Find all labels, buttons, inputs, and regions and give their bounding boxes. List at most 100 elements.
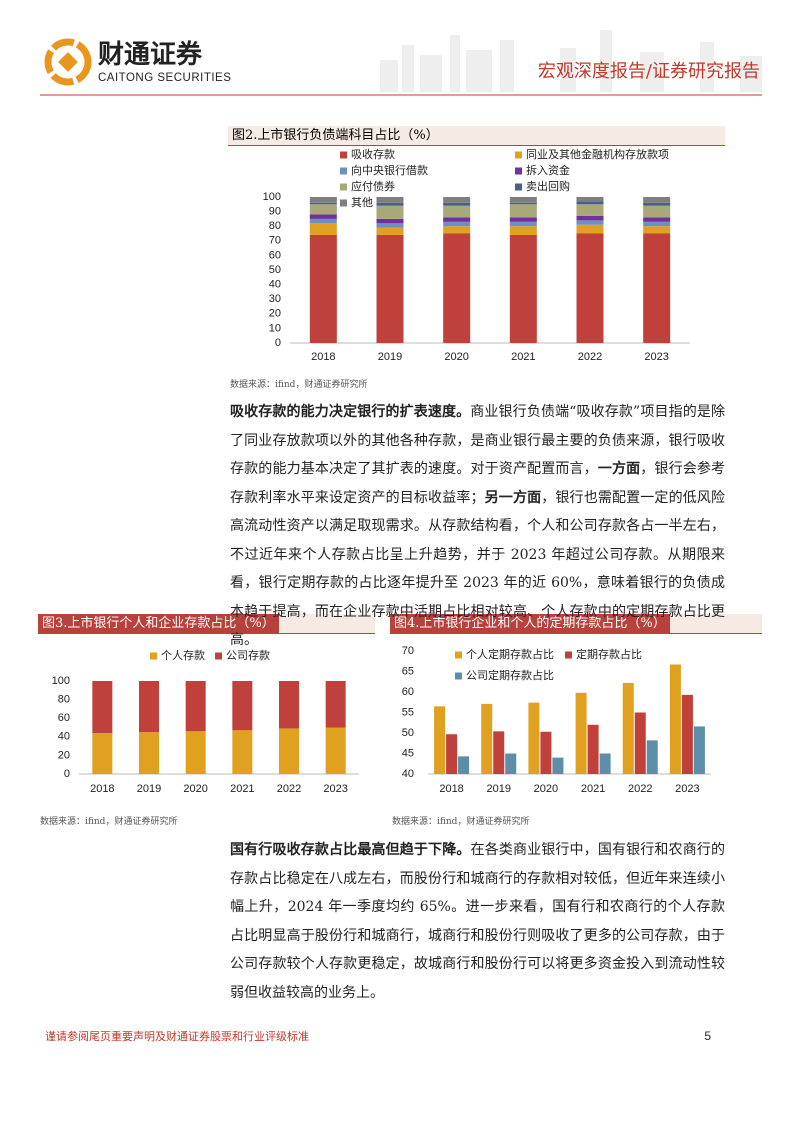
bar-segment <box>643 233 671 343</box>
legend-label: 公司存款 <box>226 648 270 662</box>
legend-swatch <box>150 652 157 660</box>
legend-label: 应付债券 <box>351 179 395 193</box>
legend-swatch <box>565 651 572 659</box>
bar-segment <box>376 234 404 343</box>
y-tick-label: 0 <box>275 337 281 349</box>
legend-swatch <box>515 183 522 191</box>
x-tick-label: 2020 <box>183 783 207 795</box>
bold-text: 吸收存款的能力决定银行的扩表速度。 <box>230 404 471 420</box>
logo-emblem <box>44 38 92 86</box>
y-tick-label: 50 <box>402 727 414 739</box>
x-tick-label: 2022 <box>628 783 652 795</box>
bar <box>528 702 540 774</box>
bar-segment <box>376 223 404 228</box>
brand: 财通证券 <box>98 39 203 69</box>
bar <box>552 757 564 774</box>
bar <box>622 682 634 774</box>
bar-segment <box>443 221 471 227</box>
legend-label: 吸收存款 <box>351 147 395 161</box>
paragraph: 国有行吸收存款占比最高但趋于下降。在各类商业银行中，国有银行和农商行的存款占比稳… <box>230 836 725 1007</box>
bar-segment <box>509 221 537 227</box>
bar-segment <box>376 202 404 206</box>
bar-segment <box>643 202 671 206</box>
x-tick-label: 2019 <box>487 783 511 795</box>
bar-segment <box>643 221 671 227</box>
legend-label: 其他 <box>351 196 373 209</box>
y-tick-label: 10 <box>269 322 281 334</box>
bar <box>434 706 446 774</box>
bar-segment <box>376 205 404 219</box>
legend-swatch <box>215 652 222 660</box>
chart-title-text: 图2.上市银行负债端科目占比（%） <box>232 128 439 143</box>
legend-swatch <box>515 151 522 159</box>
x-tick-label: 2021 <box>511 351 535 363</box>
bold-text: 国有行吸收存款占比最高但趋于下降。 <box>230 842 471 858</box>
bar-segment <box>185 731 206 774</box>
bar-segment <box>309 202 337 205</box>
y-tick-label: 70 <box>402 645 414 657</box>
bar-segment <box>509 234 537 343</box>
text: 商业银行负债端“吸收存款”项目指的是除了同业存放款项以外的其他各种存款，是商业银… <box>230 404 725 477</box>
bar-segment <box>309 204 337 215</box>
bar-segment <box>509 202 537 205</box>
x-tick-label: 2018 <box>439 783 463 795</box>
y-tick-label: 0 <box>64 768 70 780</box>
y-tick-label: 40 <box>58 731 70 743</box>
legend-swatch <box>340 151 347 159</box>
legend-label: 同业及其他金融机构存放款项 <box>526 147 669 161</box>
bar <box>634 712 646 774</box>
bar-segment <box>309 218 337 224</box>
x-tick-label: 2023 <box>675 783 699 795</box>
y-tick-label: 40 <box>402 768 414 780</box>
y-tick-label: 50 <box>269 264 281 276</box>
x-tick-label: 2019 <box>137 783 161 795</box>
bar <box>481 703 493 774</box>
bar <box>575 692 587 774</box>
bar-segment <box>443 205 471 218</box>
legend-swatch <box>455 672 462 680</box>
bar-segment <box>576 201 604 205</box>
legend-swatch <box>455 651 462 659</box>
bar <box>493 731 505 774</box>
bar-segment <box>279 681 299 729</box>
bar <box>540 731 552 774</box>
bar-segment <box>376 227 404 235</box>
text: 在各类商业银行中，国有银行和农商行的存款占比稳定在八成左右，而股份行和城商行的存… <box>230 842 725 1001</box>
x-tick-label: 2023 <box>644 351 668 363</box>
bar-segment <box>232 681 253 731</box>
bar-segment <box>92 733 113 774</box>
chart-title: 图4.上市银行企业和个人的定期存款占比（%） <box>390 614 762 634</box>
x-tick-label: 2018 <box>90 783 114 795</box>
x-tick-label: 2023 <box>323 783 347 795</box>
brand-en: CAITONG SECURITIES <box>98 72 231 84</box>
bar-segment <box>576 233 604 343</box>
x-tick-label: 2018 <box>311 351 335 363</box>
y-tick-label: 100 <box>263 191 281 203</box>
legend-swatch <box>340 167 347 175</box>
bar-segment <box>309 223 337 235</box>
bar-segment <box>643 226 671 234</box>
y-tick-label: 20 <box>58 749 70 761</box>
disclaimer: 谨请参阅尾页重要声明及财通证券股票和行业评级标准 <box>45 1029 309 1043</box>
bar-segment <box>443 233 471 343</box>
bar-segment <box>309 214 337 219</box>
y-tick-label: 40 <box>269 279 281 291</box>
source: 数据来源：ifind，财通证券研究所 <box>230 380 368 390</box>
y-tick-label: 65 <box>402 665 414 677</box>
legend-label: 卖出回购 <box>526 179 570 193</box>
chart-title: 图3.上市银行个人和企业存款占比（%） <box>38 614 375 634</box>
bar-segment <box>576 215 604 221</box>
legend-swatch <box>340 199 347 207</box>
x-tick-label: 2022 <box>578 351 602 363</box>
bar-segment <box>576 224 604 234</box>
x-tick-label: 2019 <box>378 351 402 363</box>
bar <box>681 694 693 774</box>
bar-segment <box>576 204 604 216</box>
bar <box>505 753 517 774</box>
bar-segment <box>376 197 404 203</box>
bar-segment <box>576 220 604 225</box>
y-tick-label: 60 <box>58 712 70 724</box>
y-tick-label: 30 <box>269 293 281 305</box>
chart-title: 图2.上市银行负债端科目占比（%） <box>228 126 725 146</box>
